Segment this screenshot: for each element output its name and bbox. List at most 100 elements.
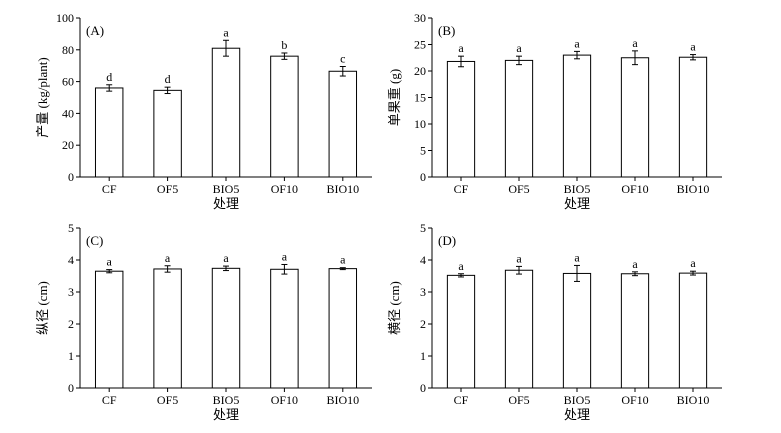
- panel-label: (B): [438, 23, 455, 38]
- panel-label: (D): [438, 233, 456, 248]
- y-tick-label: 5: [420, 221, 426, 235]
- x-tick-label: BIO5: [213, 182, 240, 196]
- panel-b: 0 5 10 15 20 25 30 a CF a OF5 a BIO5 a OF10 a BIO10 处理 单果重…: [387, 11, 722, 211]
- x-tick-label: OF10: [271, 182, 298, 196]
- significance-letter: a: [282, 249, 288, 263]
- panel-c: 0 1 2 3 4 5 a CF a OF5 a BIO5 a OF10 a BIO10 处理 纵径 (cm) (C…: [35, 221, 372, 422]
- y-axis-title: 产量 (kg/plant): [35, 57, 50, 138]
- y-tick-label: 25: [414, 38, 426, 52]
- bar: [153, 268, 182, 389]
- significance-letter: a: [690, 256, 696, 270]
- y-axis-title: 单果重 (g): [387, 69, 402, 126]
- x-axis-title: 处理: [213, 196, 239, 211]
- x-tick-label: OF5: [508, 182, 529, 196]
- x-tick-label: OF5: [157, 393, 178, 407]
- significance-letter: b: [281, 38, 287, 52]
- x-tick-label: BIO5: [213, 393, 240, 407]
- x-tick-label: CF: [102, 182, 117, 196]
- bar: [270, 55, 299, 178]
- y-axis-title: 纵径 (cm): [35, 281, 50, 335]
- significance-letter: a: [632, 36, 638, 50]
- bar: [562, 54, 592, 178]
- y-tick-label: 4: [420, 253, 426, 267]
- panel-d: 0 1 2 3 4 5 a CF a OF5 a BIO5 a OF10 a BIO10 处理 横径 (cm) (D…: [387, 221, 722, 422]
- x-axis-title: 处理: [564, 407, 590, 422]
- bar: [446, 274, 476, 389]
- significance-letter: a: [223, 251, 229, 265]
- bar: [562, 272, 592, 389]
- x-tick-label: BIO5: [564, 182, 591, 196]
- y-axis-title: 横径 (cm): [387, 281, 402, 335]
- bar: [678, 272, 708, 389]
- y-tick-label: 100: [56, 11, 74, 25]
- bar: [504, 269, 534, 389]
- panel-label: (A): [86, 23, 104, 38]
- x-tick-label: CF: [454, 182, 469, 196]
- y-tick-label: 80: [62, 43, 74, 57]
- significance-letter: a: [340, 253, 346, 267]
- x-tick-label: OF10: [621, 182, 648, 196]
- y-tick-label: 10: [414, 117, 426, 131]
- y-tick-label: 30: [414, 11, 426, 25]
- y-tick-label: 4: [68, 253, 74, 267]
- bar: [211, 267, 241, 389]
- x-tick-label: OF10: [621, 393, 648, 407]
- x-tick-label: OF5: [157, 182, 178, 196]
- x-tick-label: OF10: [271, 393, 298, 407]
- y-tick-label: 0: [68, 170, 74, 184]
- y-tick-label: 40: [62, 106, 74, 120]
- y-tick-label: 2: [68, 317, 74, 331]
- y-tick-label: 0: [68, 381, 74, 395]
- significance-letter: a: [107, 255, 113, 269]
- significance-letter: a: [516, 41, 522, 55]
- significance-letter: a: [165, 251, 171, 265]
- y-tick-label: 0: [420, 381, 426, 395]
- bar: [94, 87, 124, 178]
- significance-letter: a: [632, 257, 638, 271]
- x-tick-label: BIO10: [677, 182, 710, 196]
- significance-letter: d: [165, 72, 171, 86]
- bar: [328, 268, 358, 389]
- y-tick-label: 3: [68, 285, 74, 299]
- y-tick-label: 5: [420, 144, 426, 158]
- significance-letter: a: [223, 25, 229, 39]
- x-tick-label: BIO5: [564, 393, 591, 407]
- bar: [328, 70, 358, 178]
- bar: [620, 57, 650, 178]
- x-tick-label: BIO10: [326, 393, 359, 407]
- y-tick-label: 3: [420, 285, 426, 299]
- x-tick-label: BIO10: [326, 182, 359, 196]
- y-tick-label: 20: [414, 64, 426, 78]
- bar: [211, 47, 241, 178]
- significance-letter: a: [458, 259, 464, 273]
- x-axis-title: 处理: [213, 407, 239, 422]
- y-tick-label: 2: [420, 317, 426, 331]
- significance-letter: a: [516, 251, 522, 265]
- y-tick-label: 0: [420, 170, 426, 184]
- bar: [94, 270, 124, 389]
- y-tick-label: 15: [414, 91, 426, 105]
- x-tick-label: BIO10: [677, 393, 710, 407]
- bar: [620, 273, 650, 389]
- y-tick-label: 20: [62, 138, 74, 152]
- bar: [270, 268, 299, 389]
- bar: [153, 89, 182, 178]
- y-tick-label: 1: [68, 349, 74, 363]
- bar: [504, 59, 534, 178]
- x-tick-label: CF: [102, 393, 117, 407]
- bar: [446, 60, 476, 178]
- panel-a: 0 20 40 60 80 100 d CF d OF5 a BIO5 b OF10 c BIO10 处理 产量 …: [35, 11, 372, 211]
- y-tick-label: 60: [62, 75, 74, 89]
- x-tick-label: OF5: [508, 393, 529, 407]
- significance-letter: a: [690, 40, 696, 54]
- panel-label: (C): [86, 233, 103, 248]
- y-tick-label: 5: [68, 221, 74, 235]
- significance-letter: a: [458, 41, 464, 55]
- significance-letter: a: [574, 250, 580, 264]
- significance-letter: c: [340, 51, 345, 65]
- x-axis-title: 处理: [564, 196, 590, 211]
- bar: [678, 56, 708, 178]
- y-tick-label: 1: [420, 349, 426, 363]
- significance-letter: a: [574, 36, 580, 50]
